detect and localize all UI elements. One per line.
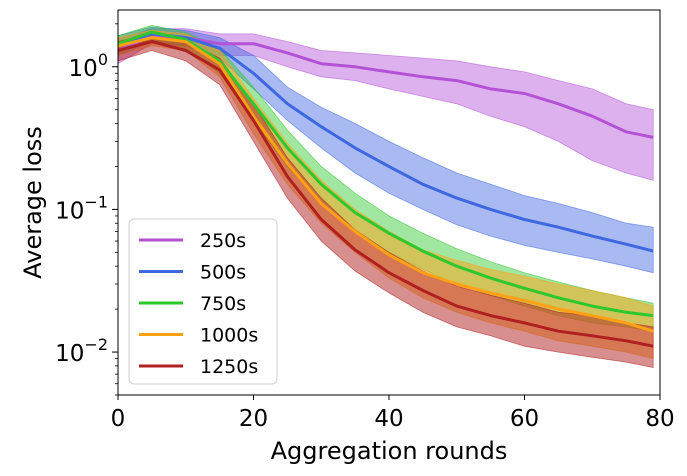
legend-box (128, 218, 278, 385)
x-axis-label: Aggregation rounds (271, 437, 508, 465)
y-axis-label: Average loss (19, 126, 47, 279)
band-500s (117, 26, 654, 274)
legend-label-250s: 250s (200, 230, 246, 252)
line-1250s (117, 40, 654, 348)
legend-label-750s: 750s (200, 293, 246, 315)
y-axis-ticks: 100 10−1 10−2 (55, 23, 118, 396)
legend: 250s 500s 750s 1000s 1250s (128, 218, 278, 385)
x-tick-label: 40 (374, 406, 403, 432)
y-tick-label: 100 (69, 50, 108, 82)
x-tick-label: 80 (645, 406, 674, 432)
legend-label-1000s: 1000s (200, 325, 258, 347)
legend-label-1250s: 1250s (200, 356, 258, 378)
x-tick-label: 0 (111, 406, 126, 432)
line-1000s (117, 36, 654, 333)
y-tick-label: 10−1 (55, 192, 108, 224)
x-tick-label: 20 (239, 406, 268, 432)
series-lines (117, 30, 654, 348)
line-750s (117, 30, 654, 318)
x-axis-ticks: 0 20 40 60 80 (111, 395, 675, 432)
line-500s (117, 32, 654, 253)
y-tick-label: 10−2 (55, 335, 108, 367)
x-tick-label: 60 (510, 406, 539, 432)
legend-label-500s: 500s (200, 262, 246, 284)
line-250s (117, 34, 654, 139)
